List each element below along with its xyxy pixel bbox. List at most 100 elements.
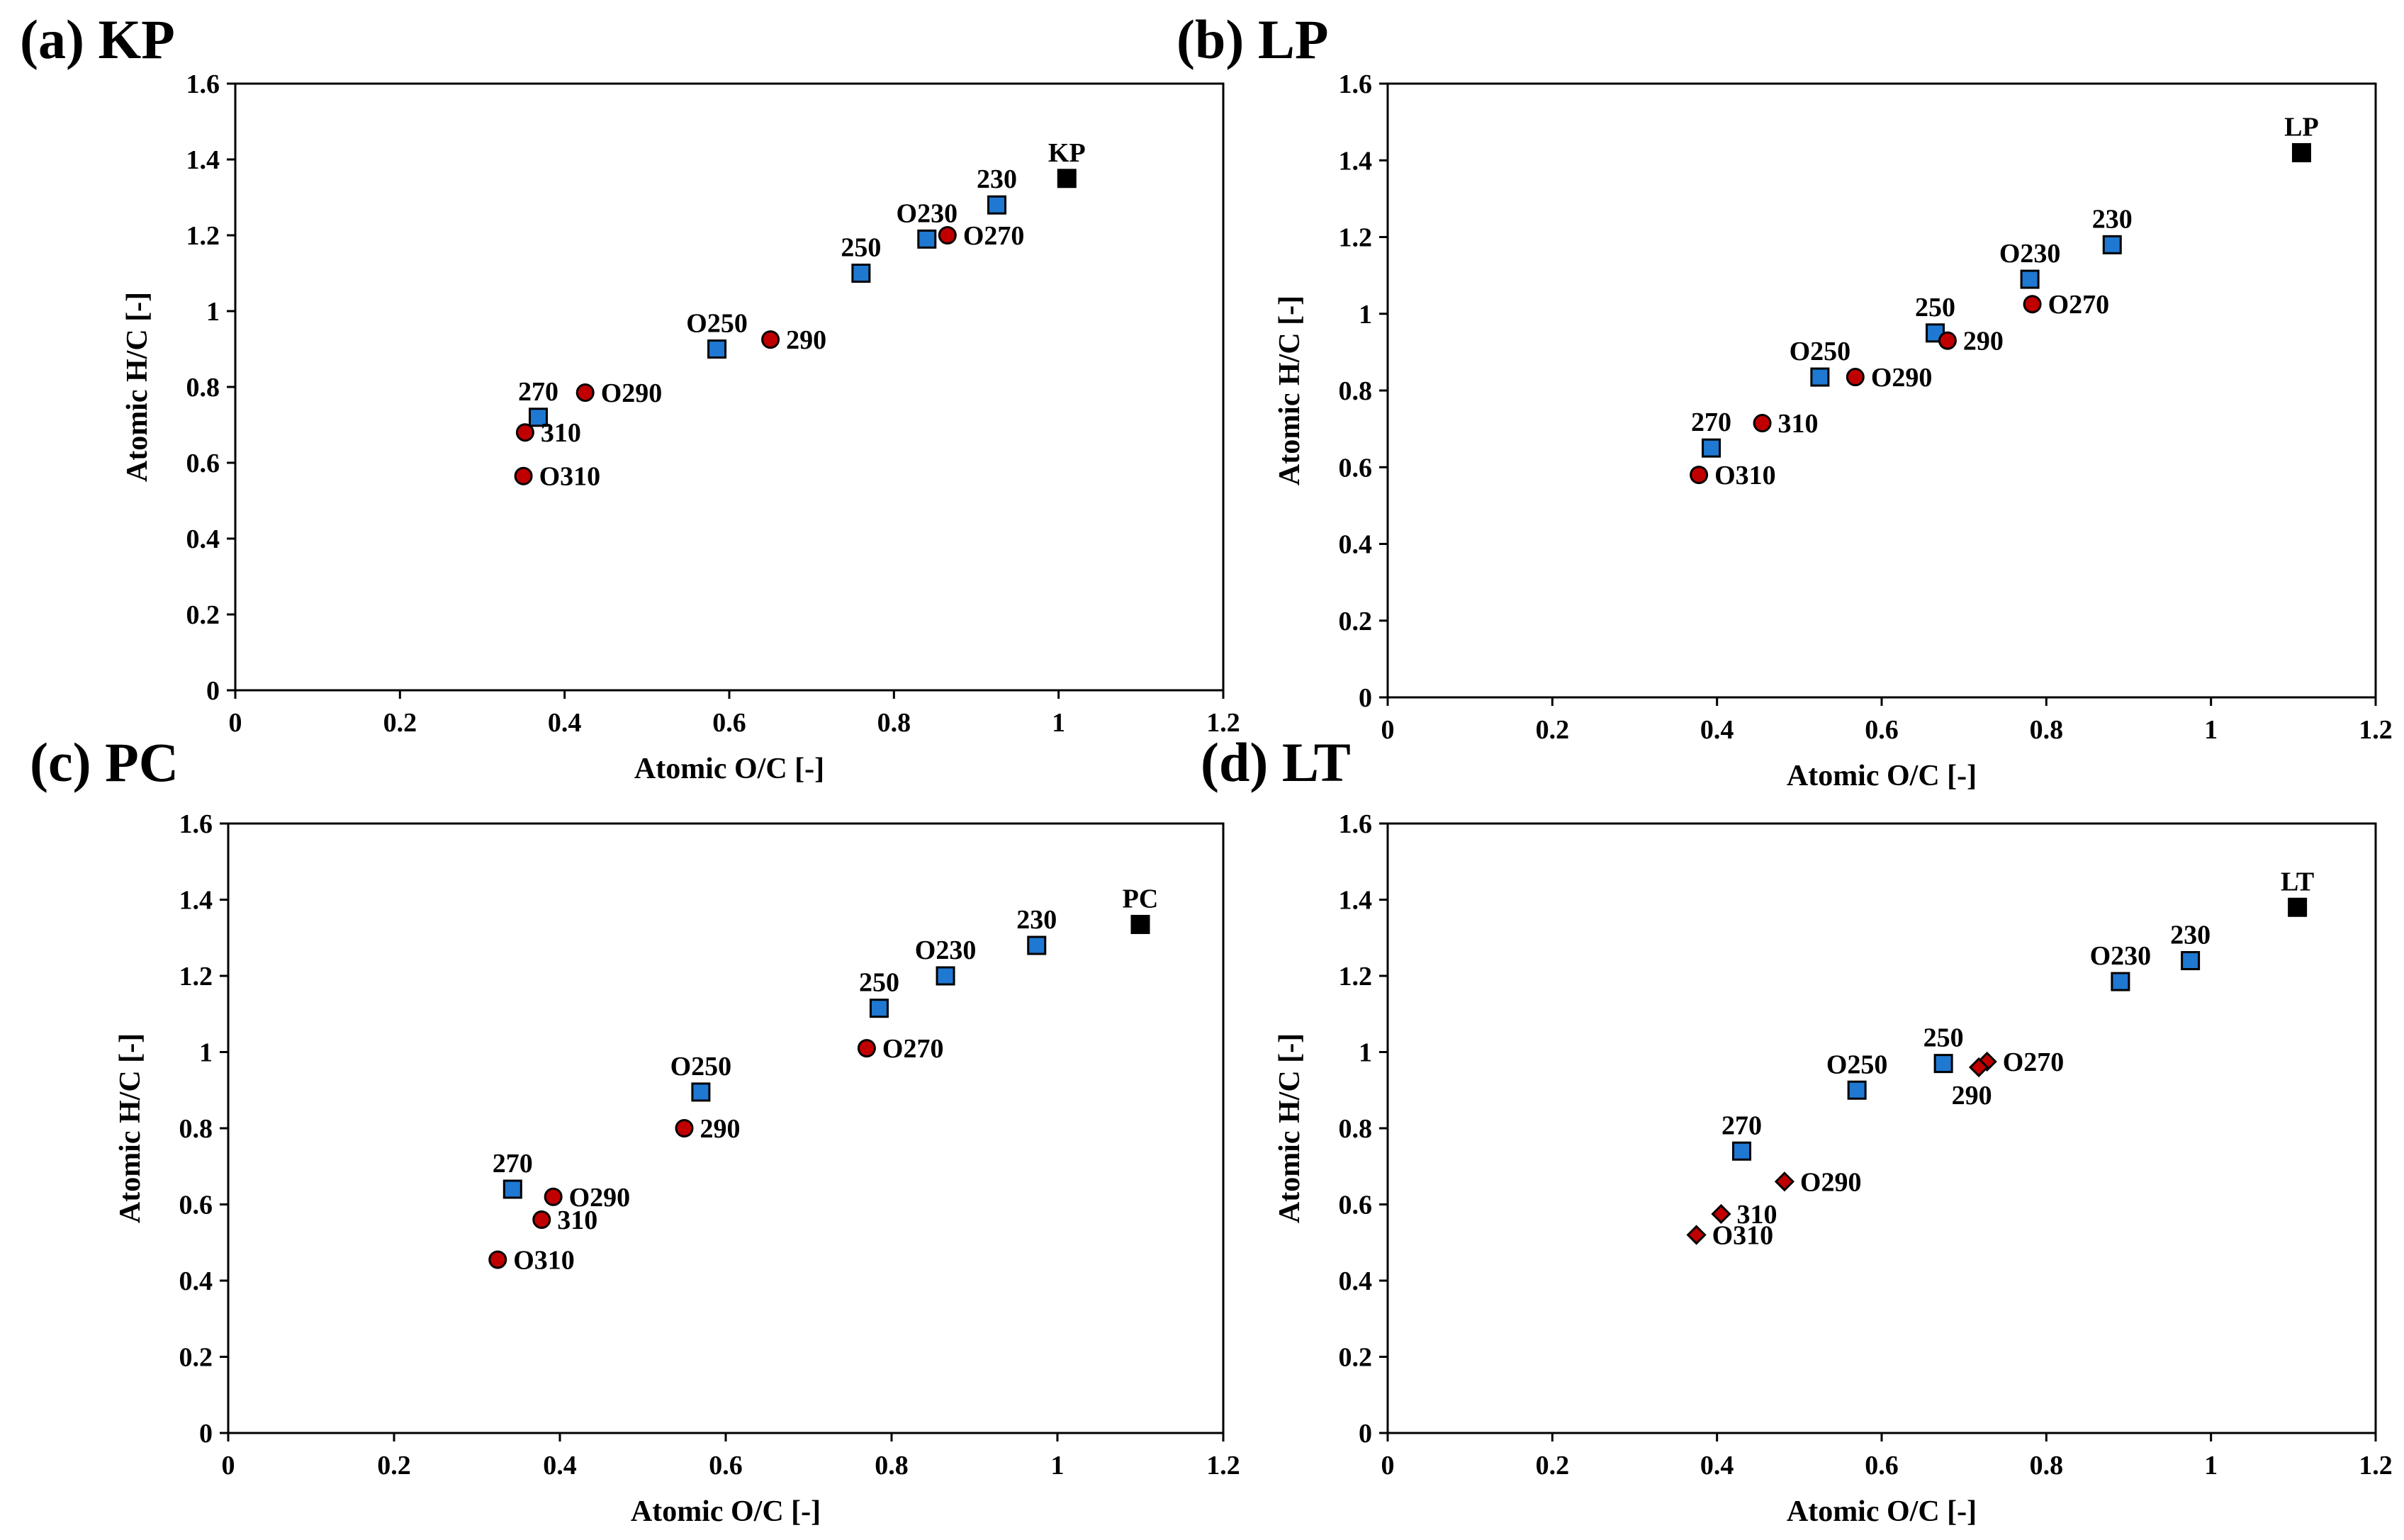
panel-title: (d) LT bbox=[1201, 731, 1351, 793]
x-tick-label: 0 bbox=[222, 1451, 235, 1480]
data-label: 270 bbox=[493, 1149, 533, 1179]
y-tick-label: 0.4 bbox=[1339, 530, 1373, 560]
x-axis-title: Atomic O/C [-] bbox=[634, 753, 824, 785]
y-tick-label: 1.6 bbox=[186, 69, 220, 99]
data-point-o290 bbox=[1774, 1171, 1795, 1192]
data-point-o270 bbox=[2023, 295, 2042, 314]
x-tick-label: 0.4 bbox=[548, 708, 582, 738]
data-point-o290 bbox=[544, 1187, 563, 1206]
y-tick-label: 0.8 bbox=[1339, 376, 1373, 406]
x-tick-label: 0.8 bbox=[2030, 1451, 2064, 1480]
data-point-310 bbox=[515, 423, 534, 442]
data-point-310 bbox=[1753, 414, 1772, 433]
x-tick-label: 1 bbox=[1051, 1451, 1065, 1480]
y-tick-label: 1 bbox=[1359, 300, 1372, 330]
panel-d: (d) LT 0 0.2 0.4 0.6 0.8 1 1.2 0 0.2 0.4 0.6 0.8 1 1.2… bbox=[1201, 731, 2393, 1528]
x-tick-label: 0.6 bbox=[1865, 715, 1899, 745]
data-point-290 bbox=[1968, 1057, 1989, 1078]
x-tick-label: 0.8 bbox=[2030, 715, 2064, 745]
data-point-pc bbox=[1130, 914, 1150, 934]
data-point-o250 bbox=[691, 1082, 711, 1102]
data-point-o230 bbox=[917, 229, 937, 249]
data-label: 250 bbox=[1915, 293, 1955, 322]
x-tick-label: 0.2 bbox=[383, 708, 417, 738]
data-point-230 bbox=[1027, 935, 1047, 955]
data-point-270 bbox=[1732, 1141, 1752, 1161]
data-label: PC bbox=[1123, 884, 1159, 914]
x-tick-label: 0.2 bbox=[377, 1451, 411, 1480]
y-tick-label: 0.6 bbox=[179, 1191, 213, 1220]
data-label: 310 bbox=[557, 1205, 597, 1235]
data-label: 250 bbox=[1923, 1023, 1964, 1053]
data-point-o250 bbox=[707, 339, 727, 359]
x-tick-label: 1.2 bbox=[1206, 1451, 1240, 1480]
data-point-290 bbox=[1938, 331, 1957, 350]
data-label: 290 bbox=[786, 325, 826, 355]
y-tick-label: 0.2 bbox=[1339, 1343, 1373, 1373]
data-label: O230 bbox=[1999, 239, 2061, 269]
data-point-o310 bbox=[488, 1250, 507, 1269]
data-point-o310 bbox=[1686, 1225, 1707, 1245]
data-label: LP bbox=[2284, 112, 2319, 142]
y-tick-label: 0 bbox=[206, 676, 220, 706]
data-label: O310 bbox=[513, 1245, 575, 1275]
y-tick-label: 0 bbox=[199, 1419, 213, 1449]
y-tick-label: 1.4 bbox=[1339, 886, 1373, 916]
y-tick-label: 1.6 bbox=[179, 809, 213, 839]
data-label: 230 bbox=[977, 164, 1017, 194]
data-point-270 bbox=[1702, 438, 1721, 458]
data-label: O270 bbox=[2048, 290, 2110, 320]
data-point-o230 bbox=[936, 966, 955, 986]
data-point-o310 bbox=[514, 466, 533, 485]
data-point-o310 bbox=[1690, 466, 1709, 485]
data-label: KP bbox=[1048, 138, 1086, 168]
y-axis-title: Atomic H/C [-] bbox=[114, 1033, 147, 1223]
data-label: O290 bbox=[601, 378, 663, 408]
data-point-o290 bbox=[575, 383, 595, 403]
y-tick-label: 1 bbox=[1359, 1038, 1372, 1068]
x-tick-label: 0 bbox=[1381, 715, 1395, 745]
y-tick-label: 0.4 bbox=[179, 1266, 213, 1296]
y-tick-label: 1.4 bbox=[1339, 146, 1373, 176]
data-label: O310 bbox=[1714, 461, 1776, 490]
y-tick-label: 0.6 bbox=[186, 449, 220, 478]
x-tick-label: 0.4 bbox=[543, 1451, 577, 1480]
panel-title: (b) LP bbox=[1176, 9, 1329, 70]
y-tick-label: 1 bbox=[199, 1038, 213, 1068]
data-label: O290 bbox=[1800, 1167, 1862, 1197]
data-label: 270 bbox=[1691, 408, 1731, 437]
panel-title: (c) PC bbox=[30, 731, 179, 793]
y-tick-label: 0 bbox=[1359, 1419, 1372, 1449]
x-tick-label: 0.4 bbox=[1700, 715, 1734, 745]
x-tick-label: 1.2 bbox=[2359, 715, 2393, 745]
y-tick-label: 1.6 bbox=[1339, 69, 1373, 99]
data-label: LT bbox=[2281, 867, 2314, 897]
data-label: 230 bbox=[2170, 921, 2211, 950]
x-tick-label: 1 bbox=[2204, 1451, 2218, 1480]
y-tick-label: 0.8 bbox=[1339, 1114, 1373, 1144]
x-tick-label: 1.2 bbox=[2359, 1451, 2393, 1480]
y-tick-label: 0.2 bbox=[1339, 607, 1373, 636]
data-point-o250 bbox=[1810, 367, 1830, 387]
data-label: O290 bbox=[1871, 363, 1933, 393]
data-label: O270 bbox=[2003, 1047, 2065, 1077]
data-point-lt bbox=[2288, 897, 2308, 917]
x-tick-label: 0 bbox=[1381, 1451, 1395, 1480]
x-tick-label: 0.2 bbox=[1536, 1451, 1570, 1480]
data-point-o250 bbox=[1847, 1080, 1867, 1100]
data-point-kp bbox=[1057, 169, 1077, 189]
data-label: 310 bbox=[1778, 409, 1819, 439]
data-label: 230 bbox=[1016, 905, 1057, 935]
y-tick-label: 1.6 bbox=[1339, 809, 1373, 839]
y-tick-label: 0.4 bbox=[186, 524, 220, 554]
data-point-230 bbox=[987, 195, 1007, 215]
panel-b: (b) LP 0 0.2 0.4 0.6 0.8 1 1.2 0 0.2 0.4 0.6 0.8 1 1.2… bbox=[1176, 9, 2393, 792]
data-label: O230 bbox=[2090, 941, 2152, 971]
data-label: 250 bbox=[841, 233, 881, 263]
x-tick-label: 0.6 bbox=[1865, 1451, 1899, 1480]
x-tick-label: 0.6 bbox=[712, 708, 746, 738]
y-tick-label: 1.2 bbox=[186, 221, 220, 251]
y-tick-label: 0.6 bbox=[1339, 453, 1373, 483]
data-label: O230 bbox=[897, 198, 958, 228]
data-label: O250 bbox=[670, 1052, 732, 1081]
